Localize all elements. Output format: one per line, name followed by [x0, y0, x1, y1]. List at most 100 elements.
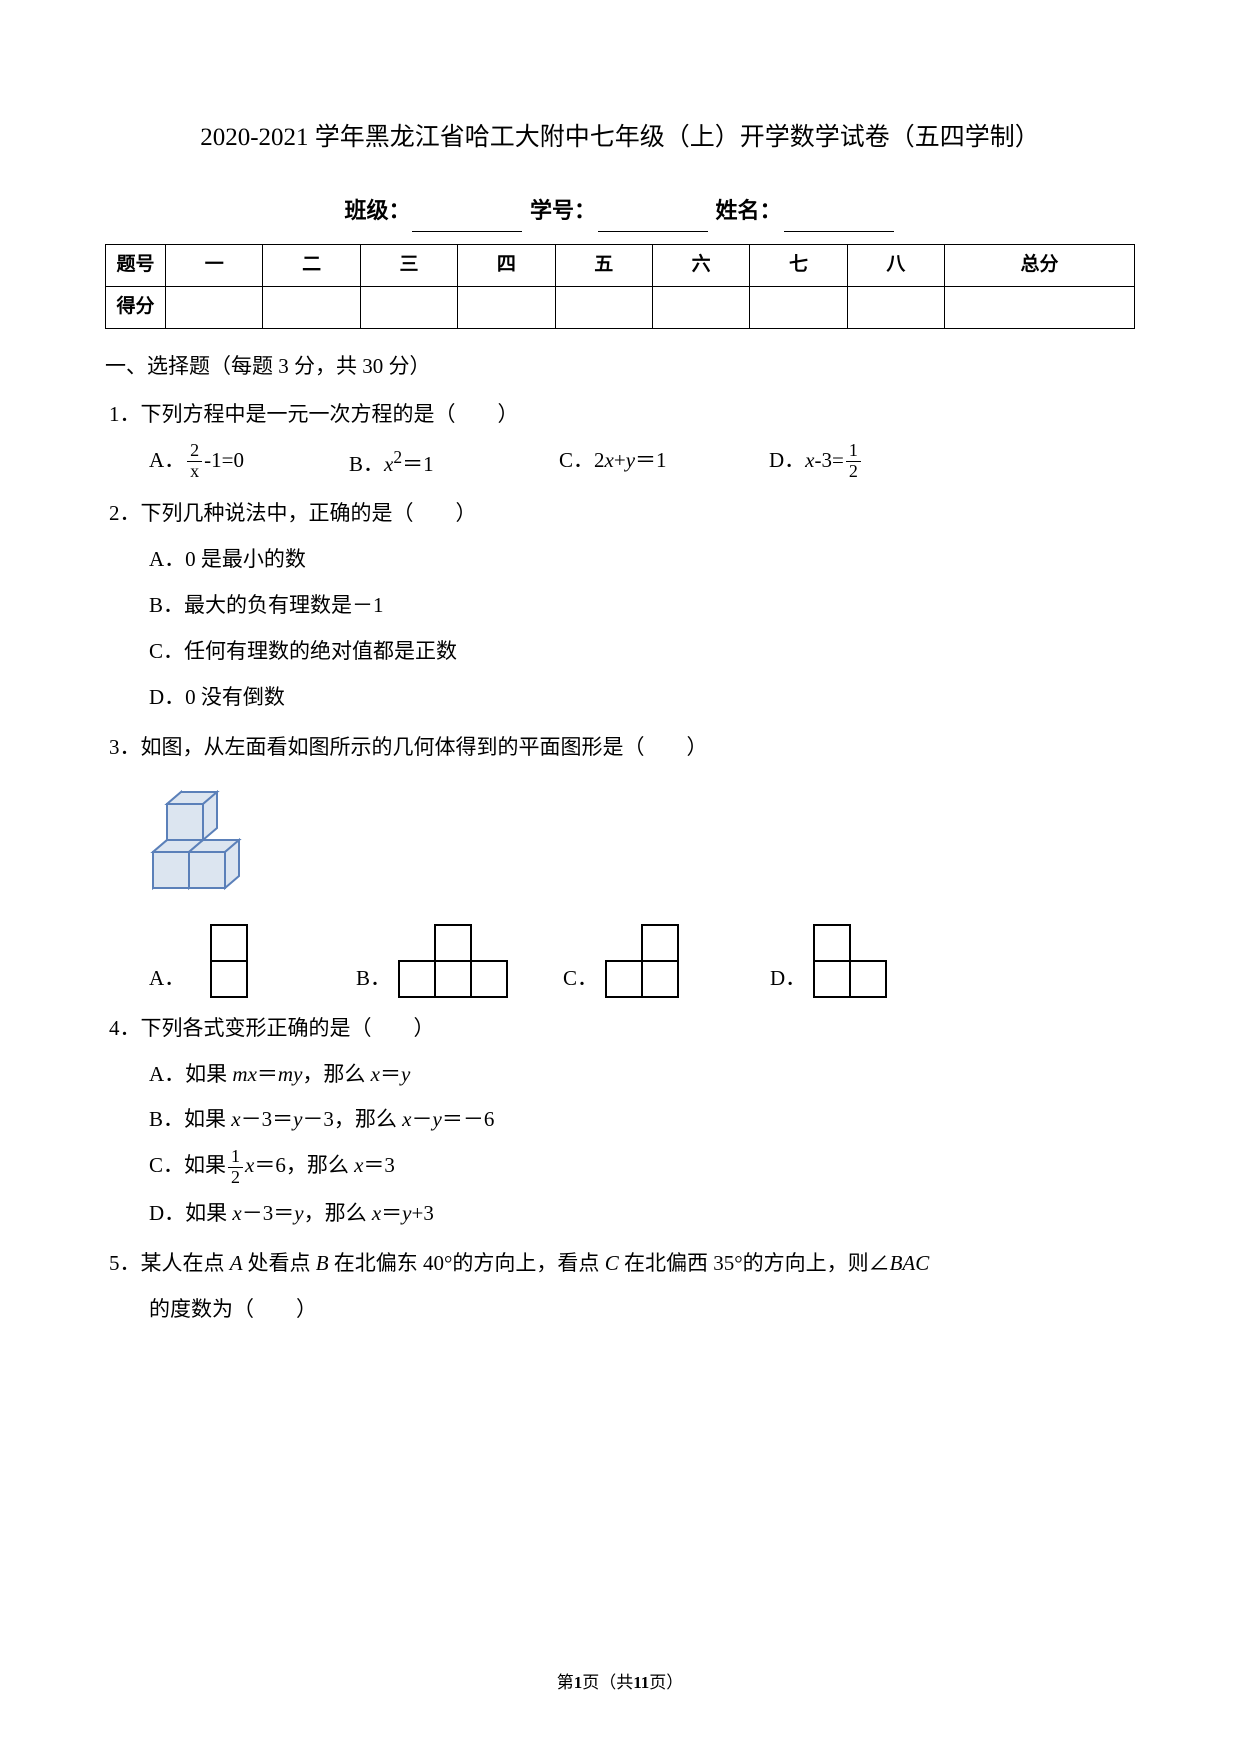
frac-num: 1 [846, 441, 861, 462]
header-cell: 三 [360, 244, 457, 286]
score-cell[interactable] [166, 286, 263, 328]
q4d-eq: ＝ [381, 1201, 402, 1225]
page-footer: 第1页（共11页） [0, 1667, 1240, 1699]
q1-opt-a: A．2x-1=0 [149, 441, 349, 485]
fraction-icon: 12 [228, 1147, 243, 1188]
shape-c-icon [602, 921, 680, 999]
question-3: 3．如图，从左面看如图所示的几何体得到的平面图形是（ ） [105, 728, 1135, 999]
q1d-x: x [805, 448, 814, 472]
q4c-p: C．如果 [149, 1153, 226, 1177]
q4d-p: D．如果 [149, 1201, 232, 1225]
table-row-score: 得分 [106, 286, 1135, 328]
q4a-eq: ＝ [257, 1062, 278, 1086]
header-cell: 七 [750, 244, 847, 286]
q1a-suffix: -1=0 [204, 448, 244, 472]
q1c-suffix: ＝1 [635, 448, 667, 472]
q5-m2: 在北偏东 40°的方向上，看点 [334, 1251, 605, 1275]
q4a-eq2: ＝ [380, 1062, 401, 1086]
q5-p1: 5．某人在点 [109, 1251, 230, 1275]
q4d-y: y [294, 1201, 303, 1225]
q4c-mid: ＝6，那么 [254, 1153, 354, 1177]
student-info-line: 班级： 学号： 姓名： [105, 190, 1135, 232]
q5-line1: 5．某人在点 A 处看点 B 在北偏东 40°的方向上，看点 C 在北偏西 35… [109, 1244, 1135, 1284]
q4a-x: x [371, 1062, 380, 1086]
score-cell[interactable] [750, 286, 847, 328]
q2-options: A．0 是最小的数 B．最大的负有理数是－1 C．任何有理数的绝对值都是正数 D… [109, 540, 1135, 718]
header-cell: 四 [458, 244, 555, 286]
cube-figure-icon [149, 780, 259, 895]
exam-title: 2020-2021 学年黑龙江省哈工大附中七年级（上）开学数学试卷（五四学制） [105, 110, 1135, 165]
q4-opt-d: D．如果 x－3＝y，那么 x＝y+3 [149, 1194, 1135, 1234]
q4b-p: B．如果 [149, 1107, 231, 1131]
q3-opt-c: C． [563, 921, 758, 999]
q4d-mid: ，那么 [304, 1201, 372, 1225]
q1b-x: x [384, 452, 393, 476]
header-cell: 八 [847, 244, 944, 286]
q3-opt-a: A． [149, 921, 344, 999]
q3-options: A． B． C． [109, 921, 1135, 999]
class-blank[interactable] [412, 210, 522, 232]
table-row-header: 题号 一 二 三 四 五 六 七 八 总分 [106, 244, 1135, 286]
score-label-cell: 得分 [106, 286, 166, 328]
score-cell[interactable] [847, 286, 944, 328]
header-cell: 题号 [106, 244, 166, 286]
q2-opt-b: B．最大的负有理数是－1 [149, 586, 1135, 626]
q3-opt-b: B． [356, 921, 551, 999]
q1-opt-b: B．x2＝1 [349, 441, 559, 485]
q4d-suffix: +3 [411, 1201, 433, 1225]
q4-text: 4．下列各式变形正确的是（ ） [109, 1009, 1135, 1049]
q1-opt-c: C．2x+y＝1 [559, 441, 769, 485]
q5-m1: 处看点 [247, 1251, 315, 1275]
q4c-suffix: ＝3 [363, 1153, 395, 1177]
score-cell[interactable] [263, 286, 360, 328]
q4a-y: y [401, 1062, 410, 1086]
q4b-x2: x [402, 1107, 411, 1131]
id-label: 学号： [530, 198, 596, 223]
shape-a-icon [189, 921, 267, 999]
q4a-mx: mx [232, 1062, 257, 1086]
class-label: 班级： [344, 198, 410, 223]
frac-num: 2 [187, 441, 202, 462]
footer-page: 1 [574, 1673, 583, 1692]
score-cell[interactable] [458, 286, 555, 328]
q3c-label: C． [563, 959, 598, 999]
footer-suffix: 页） [649, 1673, 683, 1692]
question-2: 2．下列几种说法中，正确的是（ ） A．0 是最小的数 B．最大的负有理数是－1… [105, 494, 1135, 717]
section-1-header: 一、选择题（每题 3 分，共 30 分） [105, 347, 1135, 387]
q2-opt-c: C．任何有理数的绝对值都是正数 [149, 632, 1135, 672]
score-cell[interactable] [360, 286, 457, 328]
header-cell: 二 [263, 244, 360, 286]
fraction-icon: 2x [187, 441, 202, 482]
q5-A: A [230, 1251, 248, 1275]
q4a-my: my [278, 1062, 303, 1086]
question-5: 5．某人在点 A 处看点 B 在北偏东 40°的方向上，看点 C 在北偏西 35… [105, 1244, 1135, 1330]
q3-opt-d: D． [770, 921, 888, 999]
header-cell: 五 [555, 244, 652, 286]
name-blank[interactable] [784, 210, 894, 232]
q5-m3: 在北偏西 35°的方向上，则∠ [624, 1251, 890, 1275]
q4c-x: x [245, 1153, 254, 1177]
q5-C: C [605, 1251, 624, 1275]
q4-opt-b: B．如果 x－3＝y－3，那么 x－y＝－6 [149, 1100, 1135, 1140]
id-blank[interactable] [598, 210, 708, 232]
q1c-x: x [605, 448, 614, 472]
q4b-x: x [231, 1107, 240, 1131]
q1-opt-d: D．x-3=12 [769, 441, 863, 485]
q2-text: 2．下列几种说法中，正确的是（ ） [109, 494, 1135, 534]
frac-den: 2 [228, 1168, 243, 1188]
fraction-icon: 12 [846, 441, 861, 482]
q4-opt-c: C．如果12x＝6，那么 x＝3 [149, 1146, 1135, 1187]
q4b-suffix: ＝－6 [442, 1107, 495, 1131]
score-cell[interactable] [945, 286, 1135, 328]
q4b-y2: y [433, 1107, 442, 1131]
q1c-y: y [626, 448, 635, 472]
header-cell: 一 [166, 244, 263, 286]
shape-d-icon [810, 921, 888, 999]
score-cell[interactable] [652, 286, 749, 328]
q2-opt-d: D．0 没有倒数 [149, 678, 1135, 718]
q5-BAC: BAC [890, 1251, 930, 1275]
footer-prefix: 第 [557, 1673, 574, 1692]
frac-den: 2 [846, 462, 861, 482]
score-cell[interactable] [555, 286, 652, 328]
q2-opt-a: A．0 是最小的数 [149, 540, 1135, 580]
